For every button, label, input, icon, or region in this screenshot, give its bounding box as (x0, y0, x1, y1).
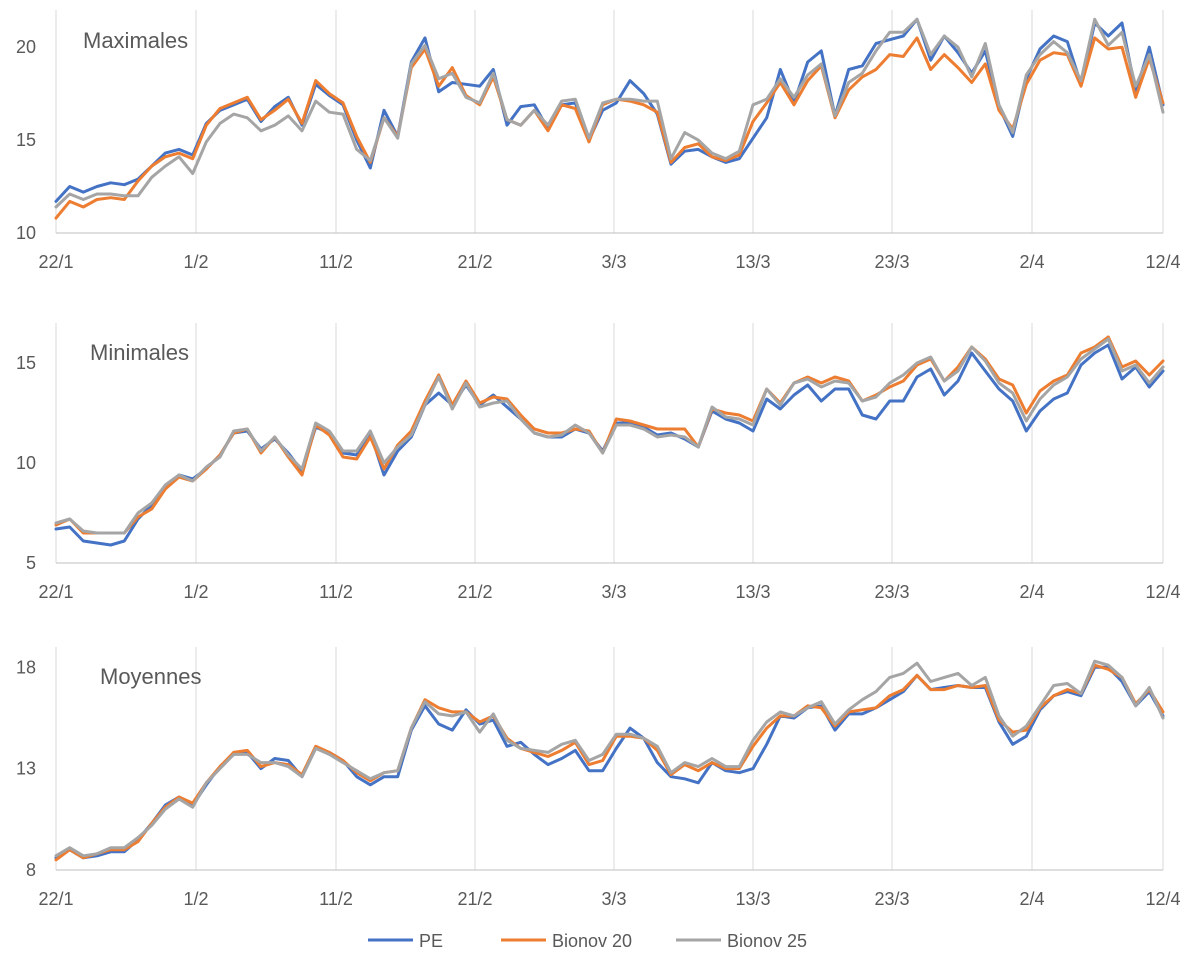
chart-panel-moyennes: 8 13 18 22/1 1/2 11/2 21/2 3/3 13/3 23/3 2/4 12/4 Mo… (16, 647, 1181, 909)
x-tick-label: 2/4 (1019, 252, 1044, 272)
x-tick-label: 11/2 (319, 889, 353, 909)
y-tick-label: 10 (16, 223, 36, 243)
y-tick-label: 15 (16, 353, 36, 373)
y-tick-label: 13 (16, 759, 36, 779)
y-tick-label: 8 (26, 860, 36, 880)
y-tick-label: 15 (16, 130, 36, 150)
x-tick-label: 2/4 (1019, 582, 1044, 602)
x-tick-label: 3/3 (601, 889, 626, 909)
x-tick-label: 12/4 (1145, 582, 1180, 602)
x-tick-label: 3/3 (601, 252, 626, 272)
x-tick-label: 1/2 (183, 252, 208, 272)
y-tick-label: 18 (16, 657, 36, 677)
x-tick-label: 3/3 (601, 582, 626, 602)
x-tick-label: 22/1 (38, 582, 73, 602)
x-tick-label: 12/4 (1145, 889, 1180, 909)
x-tick-label: 13/3 (735, 889, 770, 909)
x-tick-label: 23/3 (874, 252, 909, 272)
x-tick-label: 11/2 (319, 582, 353, 602)
x-tick-label: 13/3 (735, 582, 770, 602)
series-line-bionov-20 (54, 335, 1165, 535)
x-tick-label: 23/3 (874, 889, 909, 909)
x-tick-label: 13/3 (735, 252, 770, 272)
x-tick-label: 21/2 (457, 889, 492, 909)
x-tick-label: 2/4 (1019, 889, 1044, 909)
series-line-bionov-20 (54, 36, 1165, 220)
x-tick-label: 21/2 (457, 582, 492, 602)
series-line-bionov-20 (54, 663, 1165, 862)
x-tick-label: 23/3 (874, 582, 909, 602)
legend-label: Bionov 25 (727, 931, 807, 951)
x-tick-label: 21/2 (457, 252, 492, 272)
legend-label: Bionov 20 (552, 931, 632, 951)
x-tick-label: 22/1 (38, 889, 73, 909)
legend: PE Bionov 20 Bionov 25 (368, 931, 807, 951)
x-tick-label: 12/4 (1145, 252, 1180, 272)
series-line-bionov-25 (54, 17, 1165, 209)
x-tick-label: 22/1 (38, 252, 73, 272)
chart-panel-maximales: 10 15 20 22/1 1/2 11/2 21/2 3/3 13/3 23/3 2/4 12/4 M… (16, 10, 1181, 272)
series-line-bionov-25 (54, 337, 1165, 535)
x-tick-label: 1/2 (183, 582, 208, 602)
chart-title: Minimales (90, 340, 189, 365)
chart-title: Moyennes (100, 664, 202, 689)
series-line-pe (54, 17, 1165, 203)
y-tick-label: 5 (26, 553, 36, 573)
legend-label: PE (419, 931, 443, 951)
series-line-bionov-25 (54, 659, 1165, 858)
y-tick-label: 20 (16, 37, 36, 57)
chart-panel-minimales: 5 10 15 22/1 1/2 11/2 21/2 3/3 13/3 23/3 2/4 12/4 Mi… (16, 323, 1181, 602)
x-tick-label: 11/2 (319, 252, 353, 272)
chart-title: Maximales (83, 28, 188, 53)
y-tick-label: 10 (16, 453, 36, 473)
x-tick-label: 1/2 (183, 889, 208, 909)
